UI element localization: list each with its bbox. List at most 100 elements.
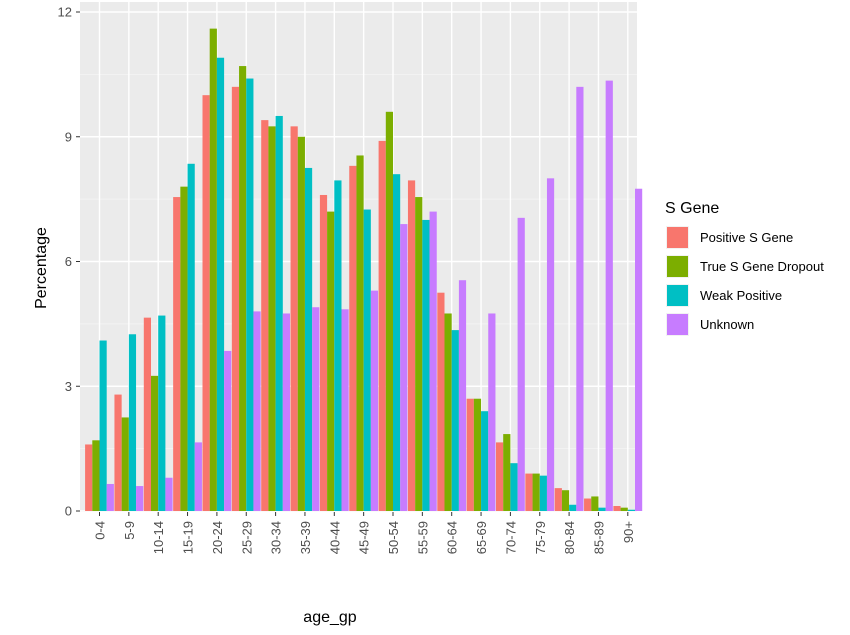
bar: [297, 136, 305, 511]
bar: [290, 126, 298, 511]
bars: [85, 28, 643, 512]
bar: [458, 280, 467, 511]
y-axis: 0 3 6 9 12: [58, 5, 80, 519]
x-tick-label: 45-49: [357, 521, 372, 554]
y-axis-title: Percentage: [33, 227, 50, 309]
bar: [510, 463, 518, 511]
legend-swatch: [667, 227, 688, 248]
bar: [444, 313, 452, 511]
bar: [429, 211, 437, 511]
x-tick-label: 65-69: [474, 521, 489, 554]
bar: [136, 486, 144, 511]
bar: [282, 313, 290, 511]
y-tick-label: 3: [65, 379, 72, 394]
bar: [517, 217, 525, 511]
x-tick-label: 85-89: [591, 521, 606, 554]
bar: [393, 174, 401, 511]
bar: [407, 180, 416, 511]
bar: [312, 307, 320, 511]
bar: [370, 290, 379, 511]
bar: [496, 442, 504, 511]
legend-items: Positive S Gene True S Gene Dropout Weak P…: [666, 226, 824, 336]
bar: [481, 411, 489, 511]
bar: [525, 473, 533, 511]
legend-swatch: [667, 314, 688, 335]
x-tick-label: 55-59: [415, 521, 430, 554]
bar: [620, 507, 628, 511]
bar: [576, 86, 584, 511]
bar: [114, 394, 122, 511]
bar: [341, 309, 349, 511]
bar: [451, 330, 459, 511]
bar: [584, 498, 592, 511]
bar: [187, 163, 195, 511]
bar: [605, 80, 613, 512]
bar: [173, 197, 181, 512]
x-tick-label: 10-14: [151, 521, 166, 554]
y-tick-label: 6: [65, 254, 72, 269]
x-tick-label: 15-19: [181, 521, 196, 554]
bar: [437, 292, 445, 511]
bar: [627, 509, 635, 511]
bar: [268, 126, 276, 511]
bar: [128, 334, 137, 511]
bar: [261, 120, 269, 512]
bar: [319, 194, 328, 511]
x-tick-label: 50-54: [386, 521, 401, 554]
bar: [591, 496, 599, 511]
bar: [422, 219, 430, 512]
bar: [532, 473, 540, 511]
bar: [224, 350, 232, 511]
x-tick-label: 60-64: [445, 521, 460, 554]
bar: [400, 224, 408, 511]
bar: [304, 167, 313, 511]
bar: [488, 313, 496, 511]
legend-label: Positive S Gene: [700, 230, 793, 245]
x-tick-label: 25-29: [239, 521, 254, 554]
bar: [503, 434, 511, 511]
legend-label: Weak Positive: [700, 288, 782, 303]
legend-label: True S Gene Dropout: [700, 259, 824, 274]
x-tick-label: 70-74: [503, 521, 518, 554]
bar: [231, 86, 240, 511]
bar: [546, 178, 555, 511]
bar: [385, 111, 393, 512]
bar: [275, 115, 283, 512]
bar: [415, 197, 423, 512]
bar: [356, 155, 364, 511]
bar: [569, 504, 577, 511]
bar: [106, 483, 114, 511]
bar: [151, 375, 159, 511]
x-tick-label: 5-9: [122, 521, 137, 540]
bar: [92, 440, 100, 511]
x-tick-label: 90+: [621, 521, 636, 543]
legend-label: Unknown: [700, 317, 754, 332]
bar: [378, 140, 386, 511]
bar: [635, 188, 643, 512]
bar: [239, 66, 247, 511]
bar: [554, 488, 562, 511]
x-tick-label: 20-24: [210, 521, 225, 554]
x-tick-label: 0-4: [93, 521, 108, 540]
bar: [209, 28, 217, 511]
bar: [246, 78, 254, 511]
bar: [143, 317, 151, 511]
legend-swatch: [667, 256, 688, 277]
x-tick-label: 75-79: [533, 521, 548, 554]
bar: [473, 398, 482, 511]
legend-swatch: [667, 285, 688, 306]
bar: [561, 490, 570, 511]
y-tick-label: 0: [65, 504, 72, 519]
bar: [253, 311, 261, 511]
x-tick-label: 80-84: [562, 521, 577, 554]
legend-title: S Gene: [665, 200, 719, 217]
bar: [613, 506, 621, 511]
bar: [327, 211, 335, 511]
bar: [99, 340, 107, 511]
bar: [158, 315, 166, 511]
y-tick-label: 9: [65, 129, 72, 144]
bar: [85, 444, 93, 511]
bar: [466, 398, 474, 511]
